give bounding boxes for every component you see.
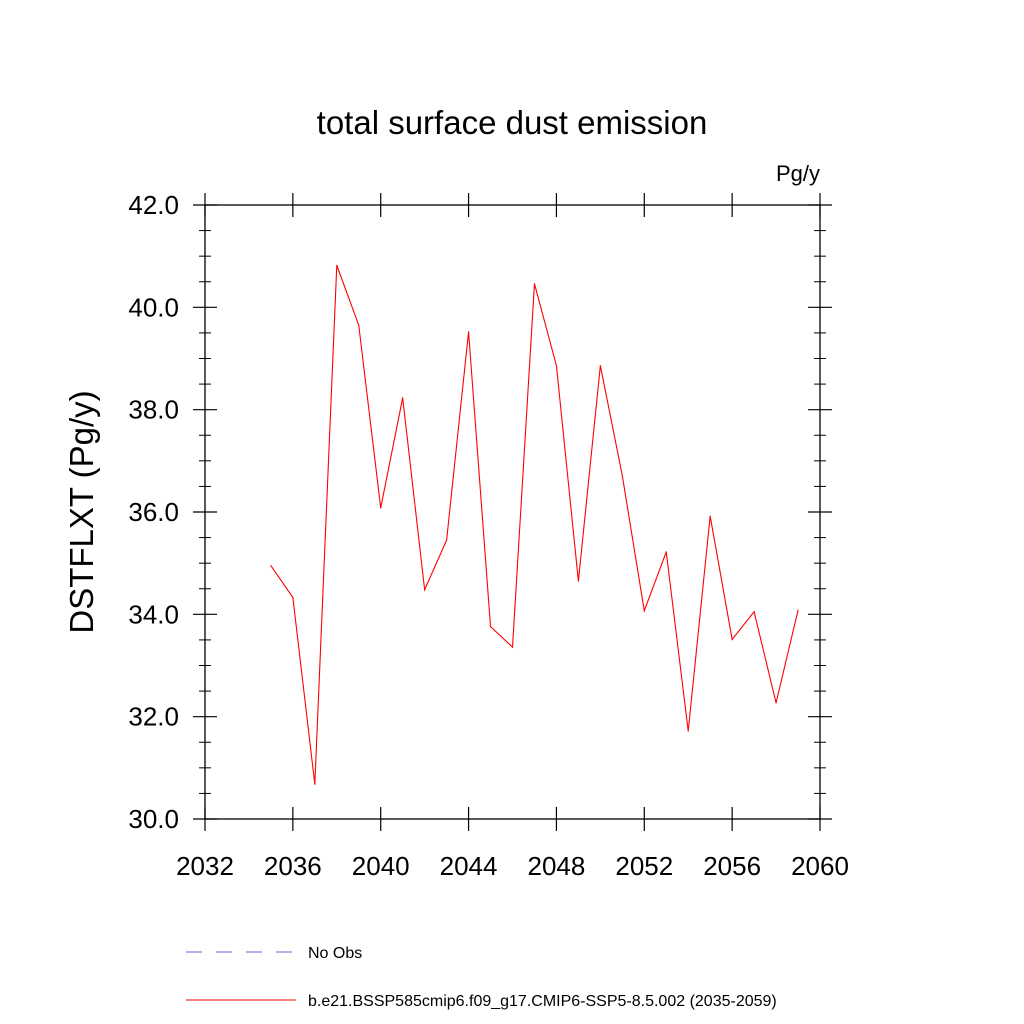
x-tick-label: 2052 <box>615 851 673 881</box>
y-tick-label: 34.0 <box>128 599 179 629</box>
y-tick-label: 40.0 <box>128 292 179 322</box>
data-point <box>533 283 536 285</box>
data-point <box>380 507 382 509</box>
y-tick-label: 30.0 <box>128 804 179 834</box>
data-point <box>577 580 579 582</box>
data-point <box>511 646 514 648</box>
data-point <box>775 702 777 704</box>
y-tick-label: 32.0 <box>128 702 179 732</box>
y-tick-label: 36.0 <box>128 497 179 527</box>
chart-title: total surface dust emission <box>317 104 708 141</box>
data-point <box>402 397 404 399</box>
units-label: Pg/y <box>776 161 820 186</box>
data-point <box>665 551 667 553</box>
data-point <box>358 324 360 326</box>
x-tick-label: 2032 <box>176 851 234 881</box>
legend: No Obs b.e21.BSSP585cmip6.f09_g17.CMIP6-… <box>186 945 777 1010</box>
data-point <box>336 264 338 266</box>
data-point <box>446 539 448 541</box>
data-point <box>797 609 799 611</box>
legend-label-model-run: b.e21.BSSP585cmip6.f09_g17.CMIP6-SSP5-8.… <box>308 993 777 1010</box>
data-point <box>599 365 601 367</box>
series-line <box>270 265 799 785</box>
x-tick-label: 2056 <box>703 851 761 881</box>
x-tick-label: 2044 <box>440 851 498 881</box>
axis-ticks <box>193 193 832 831</box>
legend-label-no-obs: No Obs <box>308 945 362 962</box>
axis-tick-labels: 30.0 32.0 34.0 36.0 38.0 40.0 42.0 2032 2036 2040… <box>128 190 849 881</box>
data-point <box>621 475 623 477</box>
series-layer <box>270 264 799 785</box>
data-point <box>424 589 426 591</box>
x-tick-label: 2060 <box>791 851 849 881</box>
data-point <box>643 610 645 612</box>
data-point <box>314 783 316 785</box>
data-point <box>687 730 689 732</box>
x-tick-label: 2036 <box>264 851 322 881</box>
data-point <box>467 331 470 333</box>
data-point <box>731 638 733 641</box>
data-point <box>555 365 558 367</box>
data-point <box>270 565 272 567</box>
plot-frame <box>204 204 821 820</box>
y-axis-label: DSTFLXT (Pg/y) <box>63 390 100 633</box>
y-tick-label: 42.0 <box>128 190 179 220</box>
data-point <box>292 596 294 599</box>
x-tick-label: 2048 <box>528 851 586 881</box>
data-point <box>489 626 492 628</box>
data-point <box>753 611 755 613</box>
data-point <box>709 515 711 517</box>
x-tick-label: 2040 <box>352 851 410 881</box>
y-tick-label: 38.0 <box>128 395 179 425</box>
